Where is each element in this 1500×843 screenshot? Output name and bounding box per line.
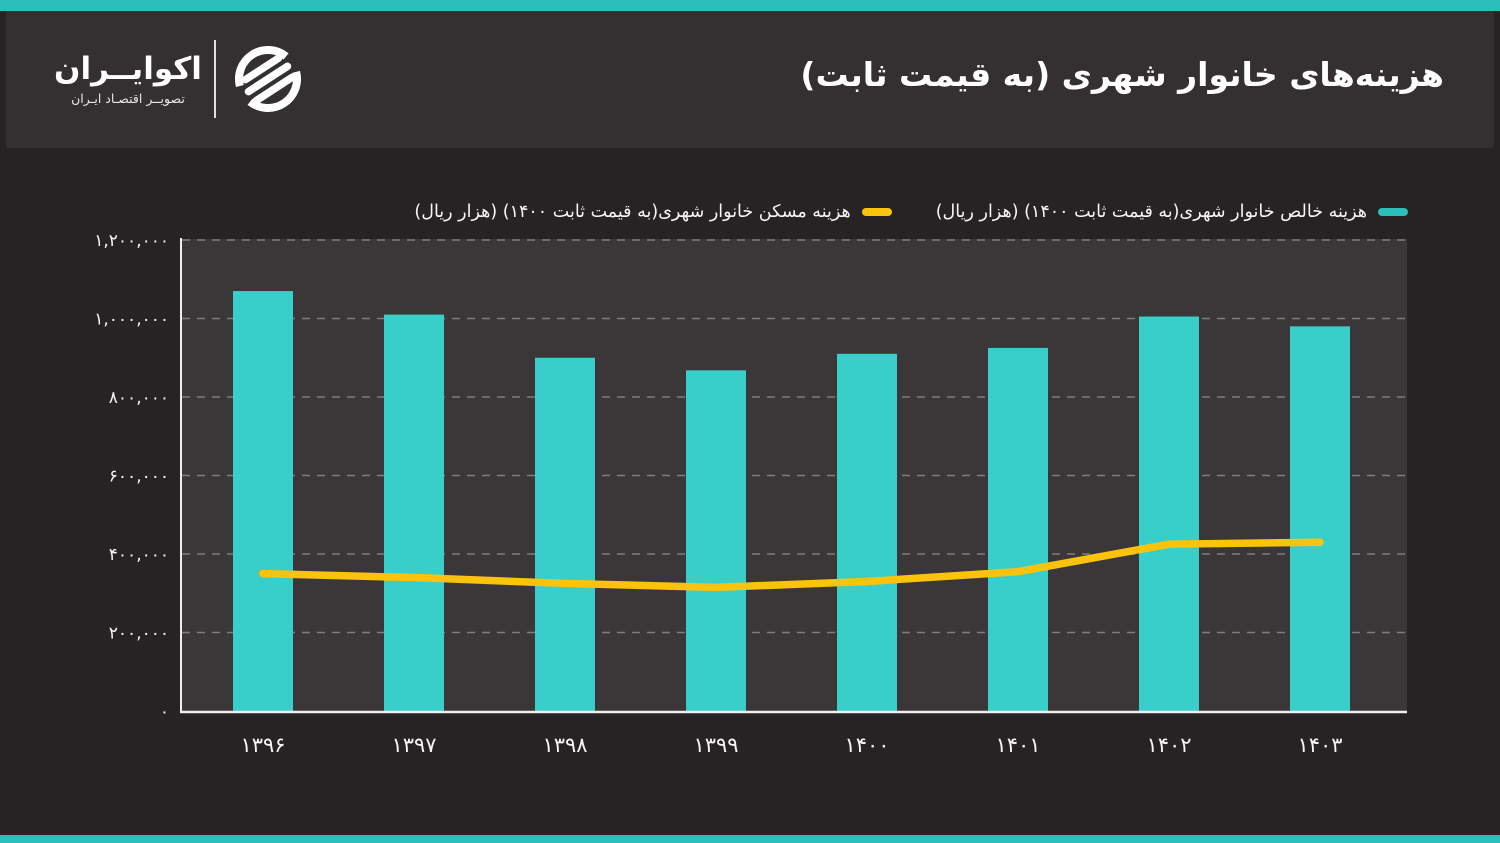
x-tick-label-۱۴۰۰: ۱۴۰۰ — [844, 733, 889, 757]
legend-label-net-expenses: هزینه خالص خانوار شهری(به قیمت ثابت ۱۴۰۰… — [935, 202, 1367, 222]
bar-۱۳۹۹ — [686, 370, 746, 711]
x-tick-label-۱۳۹۷: ۱۳۹۷ — [391, 733, 436, 757]
bar-۱۳۹۷ — [384, 314, 444, 711]
x-tick-label-۱۳۹۶: ۱۳۹۶ — [240, 733, 285, 757]
bar-۱۳۹۸ — [535, 357, 595, 711]
bar-۱۴۰۲ — [1139, 316, 1199, 711]
x-tick-label-۱۴۰۱: ۱۴۰۱ — [995, 733, 1040, 757]
x-tick-label-۱۳۹۸: ۱۳۹۸ — [542, 733, 587, 757]
y-tick-label: ۴۰۰,۰۰۰ — [109, 545, 169, 565]
bar-۱۴۰۰ — [837, 353, 897, 711]
page-title: هزینه‌های خانوار شهری (به قیمت ثابت) — [800, 55, 1444, 94]
y-tick-label: ۲۰۰,۰۰۰ — [109, 624, 169, 644]
legend-item-housing-expenses: هزینه مسکن خانوار شهری(به قیمت ثابت ۱۴۰۰… — [414, 202, 892, 222]
logo-tagline: تصویــر اقتصـاد ایـران — [71, 90, 185, 106]
legend-item-net-expenses: هزینه خالص خانوار شهری(به قیمت ثابت ۱۴۰۰… — [936, 202, 1408, 222]
y-tick-label: ۸۰۰,۰۰۰ — [109, 388, 169, 408]
top-accent-strip — [0, 0, 1500, 11]
bar-۱۴۰۳ — [1290, 326, 1350, 711]
bottom-accent-strip — [0, 835, 1500, 843]
x-tick-label-۱۴۰۳: ۱۴۰۳ — [1297, 733, 1342, 757]
housing-cost-line — [259, 538, 1324, 592]
legend-label-housing-expenses: هزینه مسکن خانوار شهری(به قیمت ثابت ۱۴۰۰… — [414, 202, 851, 222]
y-tick-label: ۶۰۰,۰۰۰ — [109, 467, 169, 487]
ecoiran-logo-icon — [234, 46, 301, 112]
header: اکوایــران تصویــر اقتصـاد ایـران هزینه‌… — [6, 11, 1494, 148]
x-tick-label-۱۴۰۲: ۱۴۰۲ — [1146, 733, 1191, 757]
logo-divider — [213, 40, 216, 118]
x-tick-label-۱۳۹۹: ۱۳۹۹ — [693, 733, 738, 757]
bar-۱۴۰۱ — [988, 347, 1048, 711]
logo-name: اکوایــران — [54, 51, 202, 88]
y-tick-label: ۱,۰۰۰,۰۰۰ — [94, 310, 169, 330]
y-tick-label: ۰ — [160, 702, 169, 722]
bar-۱۳۹۶ — [233, 291, 293, 711]
legend-swatch-teal — [1378, 208, 1408, 216]
chart-legend: هزینه خالص خانوار شهری(به قیمت ثابت ۱۴۰۰… — [414, 202, 1408, 222]
ecoiran-logo: اکوایــران تصویــر اقتصـاد ایـران — [54, 39, 308, 119]
legend-swatch-yellow — [861, 208, 892, 216]
logo-text-block: اکوایــران تصویــر اقتصـاد ایـران — [54, 52, 202, 105]
y-tick-label: ۱,۲۰۰,۰۰۰ — [94, 231, 169, 251]
